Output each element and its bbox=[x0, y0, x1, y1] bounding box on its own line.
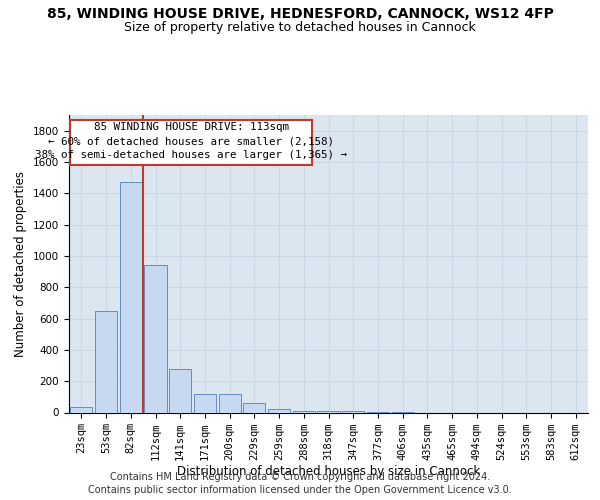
Bar bbox=[194, 394, 216, 412]
Bar bbox=[342, 411, 364, 412]
X-axis label: Distribution of detached houses by size in Cannock: Distribution of detached houses by size … bbox=[177, 466, 480, 478]
Bar bbox=[145, 266, 167, 412]
Text: ← 60% of detached houses are smaller (2,158): ← 60% of detached houses are smaller (2,… bbox=[49, 136, 334, 146]
FancyBboxPatch shape bbox=[70, 120, 313, 165]
Bar bbox=[317, 411, 340, 412]
Bar bbox=[293, 411, 315, 412]
Y-axis label: Number of detached properties: Number of detached properties bbox=[14, 171, 28, 357]
Text: Contains HM Land Registry data © Crown copyright and database right 2024.: Contains HM Land Registry data © Crown c… bbox=[110, 472, 490, 482]
Text: Contains public sector information licensed under the Open Government Licence v3: Contains public sector information licen… bbox=[88, 485, 512, 495]
Bar bbox=[169, 368, 191, 412]
Text: 38% of semi-detached houses are larger (1,365) →: 38% of semi-detached houses are larger (… bbox=[35, 150, 347, 160]
Bar bbox=[119, 182, 142, 412]
Bar bbox=[70, 407, 92, 412]
Text: 85 WINDING HOUSE DRIVE: 113sqm: 85 WINDING HOUSE DRIVE: 113sqm bbox=[94, 122, 289, 132]
Text: Size of property relative to detached houses in Cannock: Size of property relative to detached ho… bbox=[124, 21, 476, 34]
Bar bbox=[243, 403, 265, 412]
Text: 85, WINDING HOUSE DRIVE, HEDNESFORD, CANNOCK, WS12 4FP: 85, WINDING HOUSE DRIVE, HEDNESFORD, CAN… bbox=[47, 8, 553, 22]
Bar bbox=[95, 310, 117, 412]
Bar bbox=[268, 410, 290, 412]
Bar bbox=[218, 394, 241, 412]
